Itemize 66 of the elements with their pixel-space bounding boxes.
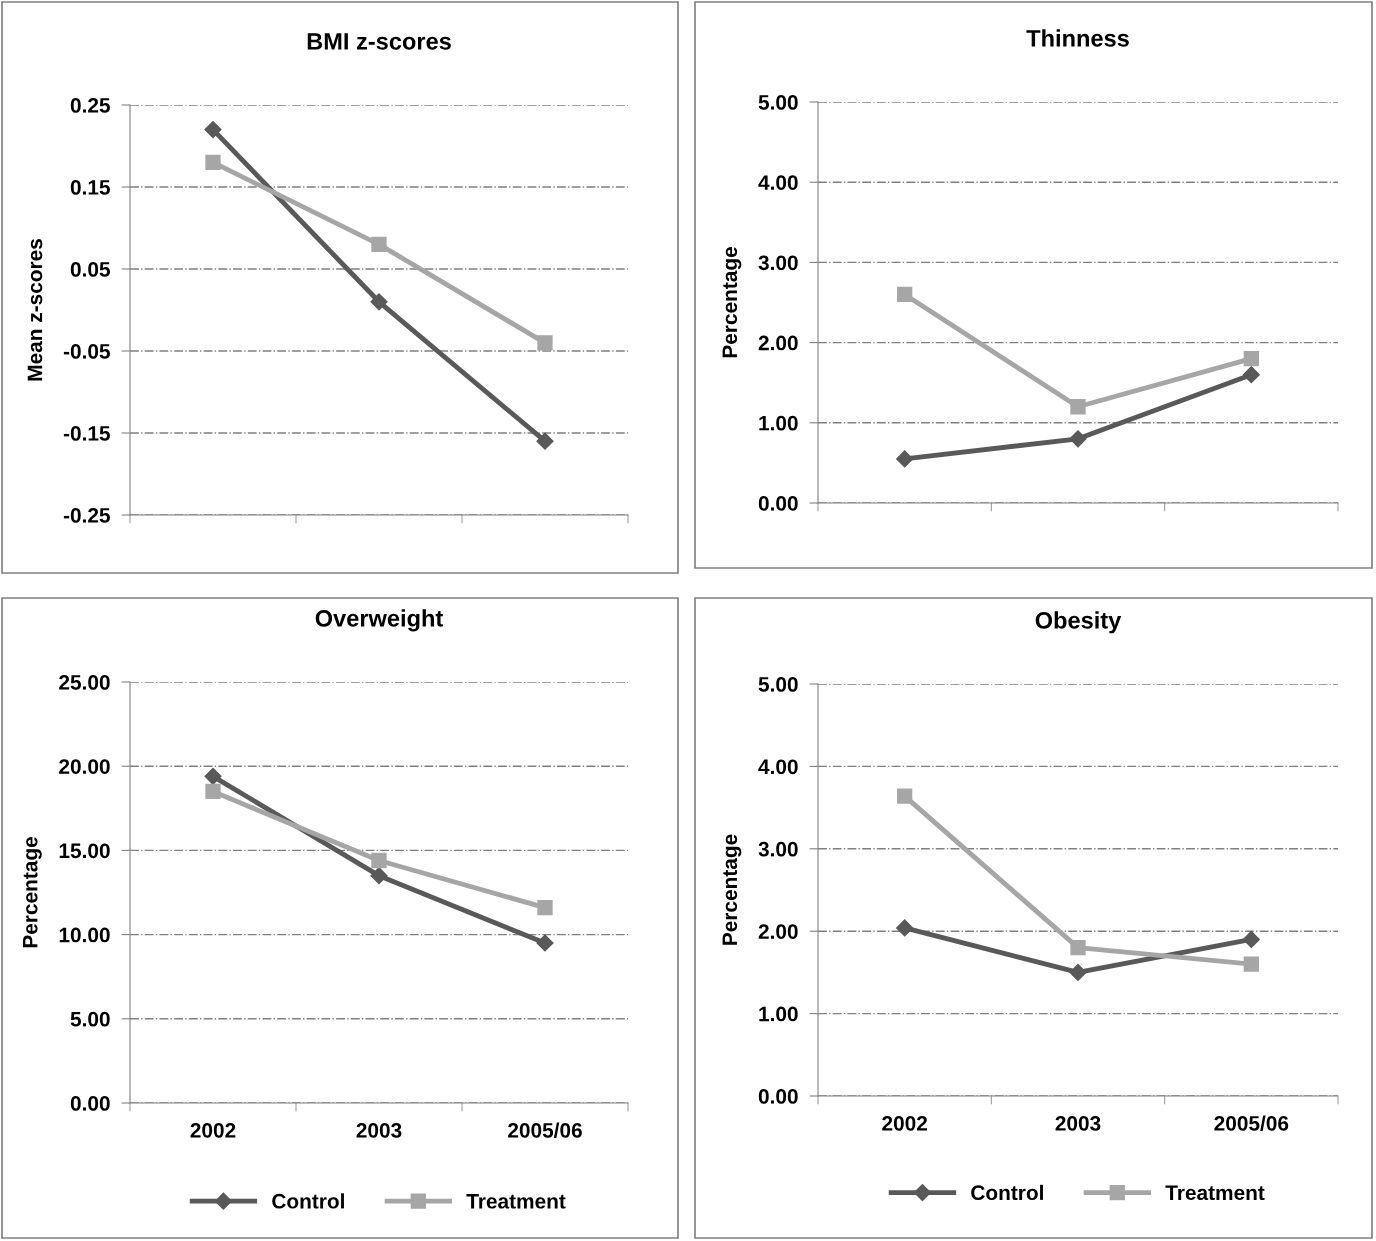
y-tick-label: 5.00 [758,677,798,692]
point [1069,963,1087,981]
point [1242,366,1260,384]
point [371,236,387,253]
y-tick-label: 1.00 [759,415,798,431]
point [205,154,221,171]
point [1243,956,1259,972]
chart-title: Overweight [315,609,444,632]
y-tick-label: 5.00 [70,1011,110,1027]
y-tick-label: 0.00 [758,496,798,511]
y-tick-label: -0.25 [63,508,110,523]
point [536,432,554,450]
x-tick-label: 2003 [1055,1115,1101,1131]
point [537,335,553,351]
legend-label: Treatment [1165,1185,1265,1201]
point [370,867,388,885]
legend-label: Control [971,1184,1043,1201]
point [205,783,221,800]
y-axis-title: Mean z-scores [27,239,43,381]
chart-title: BMI z-scores [307,33,451,50]
point [537,900,553,916]
y-tick-label: 4.00 [758,759,798,775]
point [897,788,913,804]
y-tick-label: 0.25 [70,98,110,113]
y-axis-title: Percentage [722,247,742,358]
y-tick-label: 0.00 [70,1096,110,1111]
x-tick-label: 2003 [356,1122,402,1138]
y-tick-label: 3.00 [758,255,798,271]
point [536,934,554,952]
legend-label: Treatment [466,1194,566,1209]
y-tick-label: 10.00 [59,927,110,943]
y-tick-label: 0.15 [70,180,110,195]
y-tick-label: 20.00 [59,759,110,774]
chart-title: Thinness [1026,29,1129,47]
point [1070,399,1086,415]
point [204,767,222,785]
point [896,919,914,937]
y-axis-title: Percentage [23,837,42,948]
y-tick-label: 4.00 [758,175,798,190]
point [204,121,222,139]
chart-title: Obesity [1035,611,1122,634]
y-tick-label: 15.00 [59,843,110,859]
legend-label: Control [272,1193,344,1209]
y-tick-label: -0.15 [63,426,110,441]
point [1069,430,1087,448]
point [1243,351,1259,367]
x-tick-label: 2002 [882,1115,928,1131]
y-tick-label: 3.00 [758,841,798,857]
y-tick-label: 2.00 [758,924,798,939]
y-tick-label: -0.05 [63,344,110,359]
point [896,450,914,468]
y-tick-label: 0.00 [758,1089,798,1104]
y-tick-label: 2.00 [758,335,798,351]
point [1242,930,1260,948]
point [370,293,388,311]
y-tick-label: 1.00 [759,1006,798,1022]
point [897,286,913,303]
y-tick-label: 0.05 [70,262,110,277]
x-tick-label: 2005/06 [508,1122,582,1138]
point [371,852,387,869]
y-tick-label: 5.00 [758,95,798,110]
y-tick-label: 25.00 [59,675,110,690]
x-tick-label: 2005/06 [1214,1115,1289,1131]
y-axis-title: Percentage [722,834,742,945]
point [1070,940,1086,956]
x-tick-label: 2002 [190,1122,236,1138]
